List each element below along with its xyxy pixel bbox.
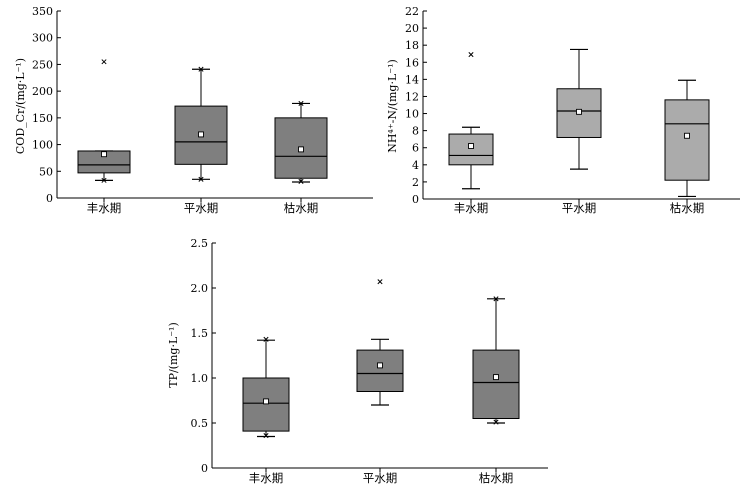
y-tick-label: 250 — [32, 58, 53, 71]
y-tick-label: 12 — [405, 90, 419, 103]
box-iqr — [448, 133, 494, 166]
outlier-marker — [101, 59, 107, 65]
mean-marker — [377, 362, 383, 369]
mean-marker — [493, 374, 499, 381]
y-tick-label: 0.5 — [191, 417, 209, 430]
mean-marker — [576, 108, 582, 115]
box-nh-0 — [448, 52, 494, 190]
box-cod-2 — [274, 100, 328, 184]
min-marker — [298, 178, 304, 184]
y-tick-label: 300 — [32, 32, 53, 45]
x-category-label: 丰水期 — [454, 201, 489, 215]
y-tick-label: 150 — [32, 112, 53, 125]
cod-boxplot-panel: 0 50 100 150 200 250 300 350 COD_Cr/(mg·L⁻¹) 丰水期 平… — [14, 5, 373, 215]
y-axis-label: COD_Cr/(mg·L⁻¹) — [14, 58, 27, 154]
y-tick-label: 0 — [412, 193, 419, 206]
y-tick-label: 16 — [405, 56, 419, 69]
x-category-label: 枯水期 — [670, 201, 705, 215]
box-iqr — [77, 150, 131, 174]
y-tick-label: 200 — [32, 85, 53, 98]
y-tick-label: 1.5 — [191, 327, 209, 340]
y-tick-label: 350 — [32, 5, 53, 18]
y-tick-label: 2.5 — [191, 237, 209, 250]
y-tick-label: 6 — [412, 142, 419, 155]
box-nh-2 — [664, 79, 710, 198]
x-category-label: 丰水期 — [87, 201, 122, 215]
x-category-label: 平水期 — [562, 201, 597, 215]
box-cod-0 — [77, 59, 131, 183]
mean-marker — [198, 131, 204, 138]
y-tick-label: 18 — [405, 39, 419, 52]
max-marker — [198, 66, 204, 72]
y-axis-label: TP/(mg·L⁻¹) — [167, 322, 180, 388]
y-tick-label: 8 — [412, 125, 419, 138]
y-tick-label: 50 — [39, 165, 53, 178]
min-marker — [493, 419, 499, 425]
box-iqr — [472, 349, 520, 420]
y-tick-label: 0 — [46, 192, 53, 205]
y-tick-label: 22 — [405, 5, 419, 18]
x-category-label: 枯水期 — [479, 471, 514, 485]
min-marker — [101, 177, 107, 183]
max-marker — [298, 100, 304, 106]
mean-marker — [468, 143, 474, 149]
mean-marker — [263, 398, 269, 405]
y-tick-label: 100 — [32, 139, 53, 152]
nh4n-boxplot-panel: 0 2 4 6 8 10 12 14 16 18 20 22 NH⁴⁺-N/(mg·L⁻¹) 丰水期 平水期… — [386, 5, 740, 215]
box-iqr — [242, 377, 290, 432]
outlier-marker — [377, 279, 383, 285]
max-marker — [493, 296, 499, 302]
y-tick-label: 2 — [412, 176, 419, 189]
y-tick-label: 10 — [405, 108, 419, 121]
y-tick-label: 14 — [405, 73, 419, 86]
y-tick-label: 0 — [201, 462, 208, 475]
box-tp-0 — [242, 336, 290, 439]
x-category-label: 枯水期 — [284, 201, 319, 215]
box-iqr — [356, 349, 404, 393]
y-tick-label: 1.0 — [191, 372, 209, 385]
outlier-marker — [468, 52, 474, 58]
min-marker — [263, 433, 269, 439]
x-category-label: 平水期 — [363, 471, 398, 485]
mean-marker — [101, 151, 107, 158]
box-tp-2 — [472, 296, 520, 425]
y-tick-label: 2.0 — [191, 282, 209, 295]
box-cod-1 — [174, 66, 228, 182]
max-marker — [263, 336, 269, 342]
box-tp-1 — [356, 279, 404, 406]
y-tick-label: 20 — [405, 22, 419, 35]
min-marker — [198, 176, 204, 182]
box-nh-1 — [556, 48, 602, 170]
y-tick-label: 4 — [412, 159, 419, 172]
mean-marker — [684, 132, 690, 139]
box-iqr — [664, 99, 710, 181]
x-category-label: 丰水期 — [249, 471, 284, 485]
tp-boxplot-panel: 0 0.5 1.0 1.5 2.0 2.5 TP/(mg·L⁻¹) 丰水期 平水期 枯水期 — [167, 237, 548, 485]
x-category-label: 平水期 — [184, 201, 219, 215]
y-axis-label: NH⁴⁺-N/(mg·L⁻¹) — [386, 59, 399, 153]
mean-marker — [298, 146, 304, 153]
